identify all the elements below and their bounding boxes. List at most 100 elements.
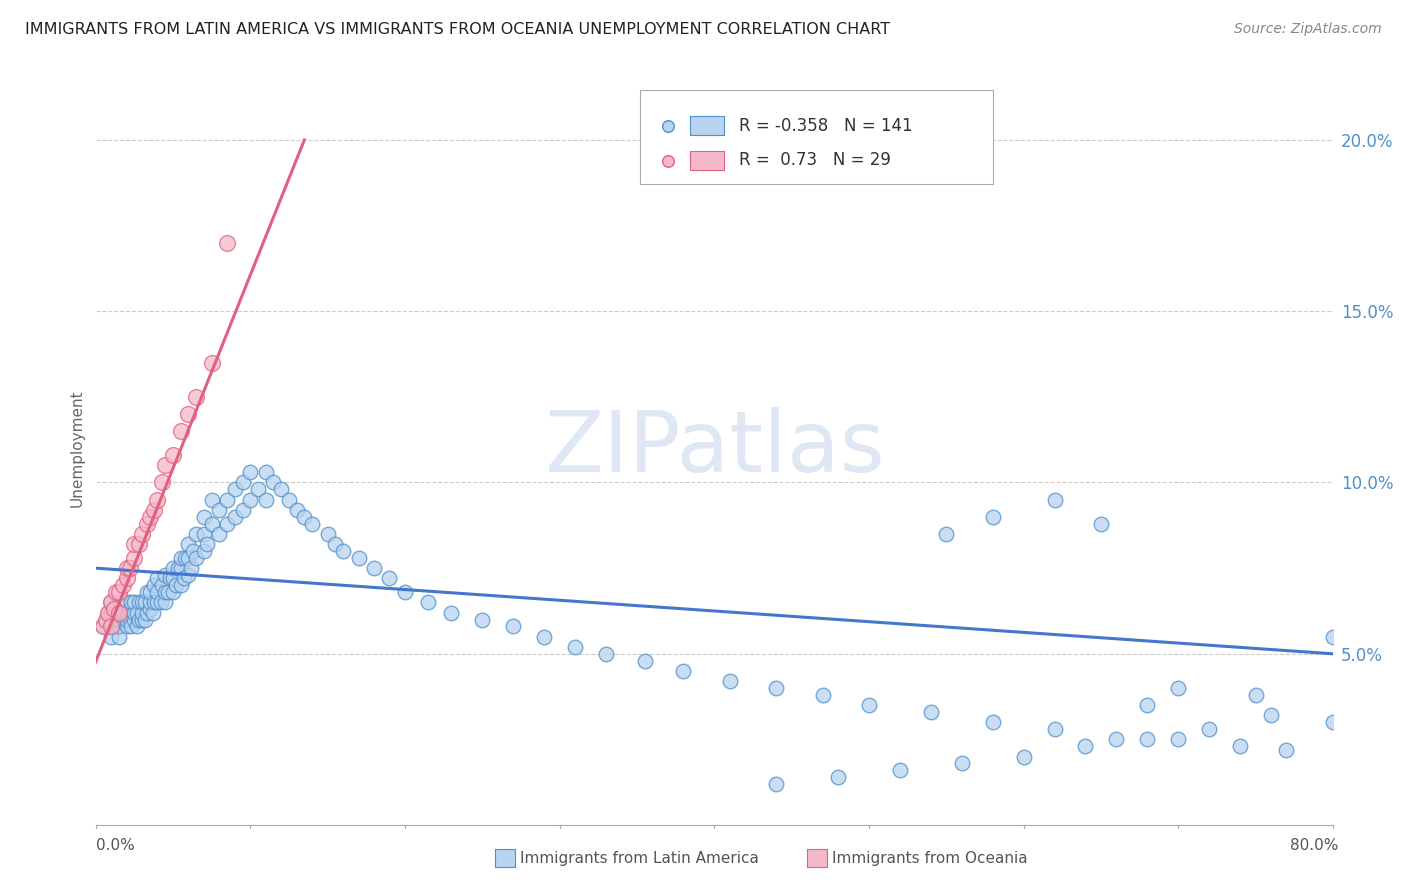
Point bbox=[920, 705, 942, 719]
Point bbox=[502, 619, 524, 633]
Point bbox=[247, 483, 270, 497]
Point bbox=[118, 613, 141, 627]
Point bbox=[1105, 732, 1128, 747]
Point bbox=[97, 606, 120, 620]
Point bbox=[765, 681, 787, 695]
Point bbox=[1322, 715, 1344, 730]
Point bbox=[1229, 739, 1251, 754]
Point bbox=[108, 630, 129, 644]
Point bbox=[128, 613, 150, 627]
Point bbox=[217, 492, 239, 507]
Point bbox=[120, 619, 142, 633]
Point bbox=[231, 503, 254, 517]
Point bbox=[153, 458, 177, 473]
Point bbox=[131, 527, 153, 541]
Point bbox=[146, 492, 169, 507]
Point bbox=[108, 606, 129, 620]
Point bbox=[224, 509, 246, 524]
Point bbox=[135, 585, 157, 599]
Point bbox=[104, 585, 127, 599]
Point bbox=[1090, 516, 1112, 531]
Point bbox=[174, 550, 197, 565]
Point bbox=[108, 619, 129, 633]
Point bbox=[97, 606, 120, 620]
Point bbox=[162, 571, 184, 585]
Point bbox=[162, 561, 184, 575]
Point bbox=[765, 777, 787, 791]
Point bbox=[115, 619, 138, 633]
Point bbox=[285, 503, 308, 517]
Point bbox=[100, 619, 122, 633]
Point bbox=[138, 602, 162, 616]
Point bbox=[950, 756, 973, 771]
Point bbox=[217, 516, 239, 531]
Point bbox=[1244, 688, 1267, 702]
Point bbox=[131, 595, 153, 609]
Point bbox=[150, 475, 173, 490]
Point bbox=[262, 475, 284, 490]
Point bbox=[811, 688, 834, 702]
Point bbox=[201, 492, 224, 507]
Point bbox=[1074, 739, 1097, 754]
Point bbox=[103, 619, 125, 633]
Point bbox=[169, 550, 191, 565]
Point bbox=[208, 503, 231, 517]
FancyBboxPatch shape bbox=[689, 116, 724, 136]
FancyBboxPatch shape bbox=[640, 90, 993, 185]
Point bbox=[153, 585, 177, 599]
Point bbox=[186, 527, 208, 541]
Point bbox=[231, 475, 254, 490]
Point bbox=[1260, 708, 1282, 723]
Point bbox=[124, 606, 146, 620]
Text: 80.0%: 80.0% bbox=[1291, 838, 1339, 853]
Point bbox=[889, 764, 911, 778]
Point bbox=[131, 613, 153, 627]
Point bbox=[416, 595, 439, 609]
Point bbox=[440, 606, 463, 620]
Point bbox=[112, 606, 135, 620]
Point bbox=[143, 503, 166, 517]
Point bbox=[332, 544, 354, 558]
Point bbox=[201, 516, 224, 531]
Point bbox=[217, 235, 239, 250]
Point bbox=[394, 585, 416, 599]
Point bbox=[115, 606, 138, 620]
Point bbox=[254, 492, 277, 507]
Point bbox=[827, 770, 849, 784]
Point bbox=[239, 492, 262, 507]
Point bbox=[718, 674, 741, 689]
Point bbox=[564, 640, 586, 654]
Point bbox=[1043, 492, 1066, 507]
Point bbox=[316, 527, 339, 541]
Point bbox=[96, 613, 118, 627]
Point bbox=[146, 585, 169, 599]
Point bbox=[103, 602, 125, 616]
Point bbox=[193, 527, 215, 541]
Point bbox=[93, 619, 115, 633]
Point bbox=[224, 483, 246, 497]
Point bbox=[347, 550, 370, 565]
Point bbox=[104, 606, 127, 620]
Point bbox=[138, 509, 162, 524]
Point bbox=[162, 448, 184, 462]
Point bbox=[1275, 742, 1298, 756]
Point bbox=[108, 585, 129, 599]
Point bbox=[533, 630, 555, 644]
Point bbox=[149, 595, 172, 609]
Point bbox=[96, 613, 118, 627]
Point bbox=[127, 606, 149, 620]
Point bbox=[108, 606, 129, 620]
Point bbox=[1322, 630, 1344, 644]
Point bbox=[1136, 698, 1159, 713]
Point bbox=[177, 550, 200, 565]
Point bbox=[177, 537, 200, 551]
Point bbox=[239, 465, 262, 479]
Point bbox=[301, 516, 323, 531]
Point bbox=[378, 571, 401, 585]
Point bbox=[981, 715, 1004, 730]
Point bbox=[112, 578, 135, 592]
Point bbox=[981, 509, 1004, 524]
Point bbox=[100, 613, 122, 627]
Point bbox=[162, 585, 184, 599]
Point bbox=[120, 595, 142, 609]
